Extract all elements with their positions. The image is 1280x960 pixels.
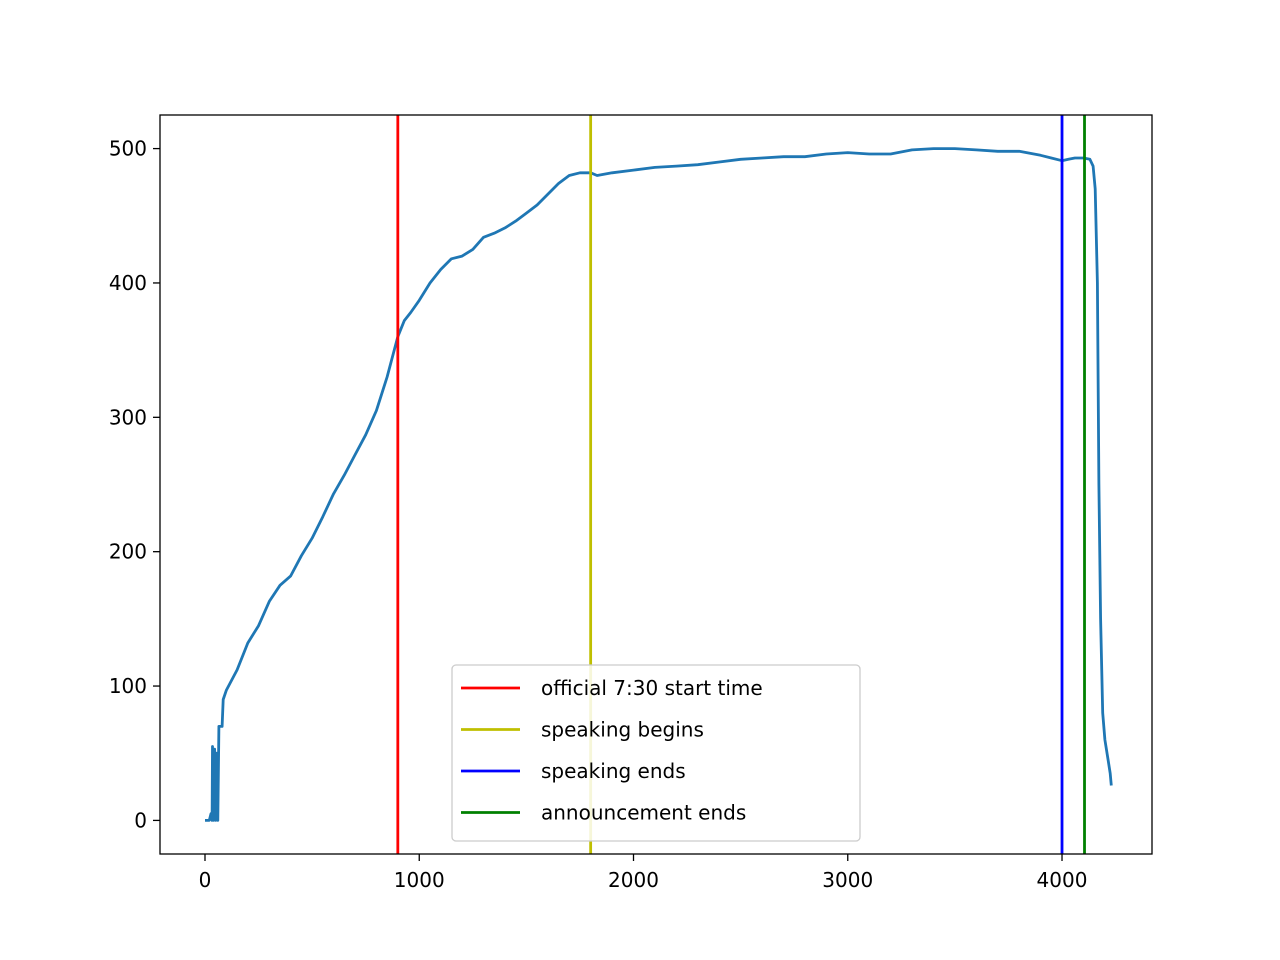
y-tick-label: 0 xyxy=(134,808,147,832)
x-tick-label: 3000 xyxy=(822,868,873,892)
y-tick-label: 400 xyxy=(109,271,147,295)
legend-entry-0: official 7:30 start time xyxy=(541,676,763,700)
legend-entry-1: speaking begins xyxy=(541,718,704,742)
x-tick-label: 0 xyxy=(199,868,212,892)
x-tick-label: 1000 xyxy=(394,868,445,892)
y-axis: 0 100 200 300 400 500 xyxy=(109,137,160,832)
y-tick-label: 200 xyxy=(109,540,147,564)
legend-entry-3: announcement ends xyxy=(541,801,746,825)
series-line-0 xyxy=(205,147,1113,822)
legend: official 7:30 start time speaking begins s… xyxy=(451,664,861,842)
y-tick-label: 100 xyxy=(109,674,147,698)
y-tick-label: 300 xyxy=(109,405,147,429)
x-tick-label: 4000 xyxy=(1037,868,1088,892)
legend-box xyxy=(451,664,861,842)
legend-entry-2: speaking ends xyxy=(541,759,686,783)
x-tick-label: 2000 xyxy=(608,868,659,892)
x-axis: 0 1000 2000 3000 4000 xyxy=(199,854,1088,892)
plot-frame xyxy=(159,114,1153,855)
y-tick-label: 500 xyxy=(109,137,147,161)
